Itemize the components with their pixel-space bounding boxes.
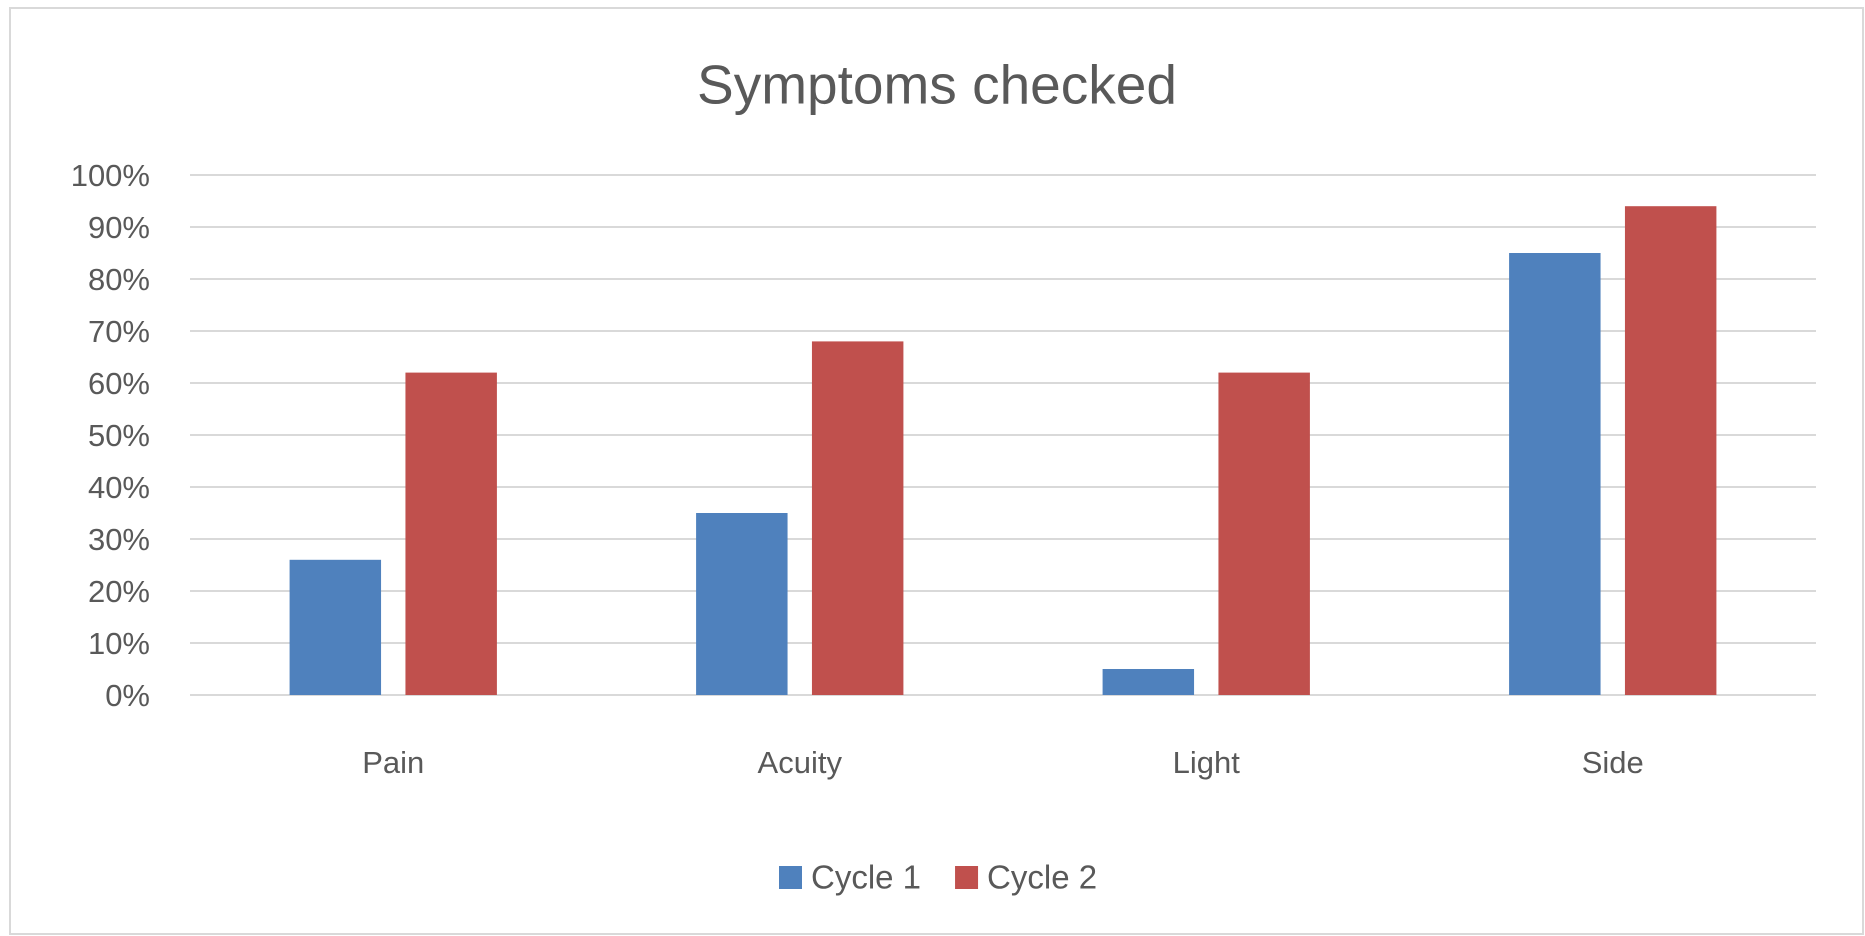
bar	[1624, 206, 1717, 695]
legend-label: Cycle 2	[987, 859, 1097, 896]
y-tick-label: 20%	[88, 574, 150, 609]
y-tick-label: 70%	[88, 314, 150, 349]
bar	[1509, 253, 1601, 695]
y-tick-label: 0%	[105, 678, 150, 713]
y-tick-label: 30%	[88, 522, 150, 557]
x-tick-label: Side	[1582, 745, 1644, 780]
y-tick-label: 60%	[88, 366, 150, 401]
y-tick-label: 90%	[88, 210, 150, 245]
y-tick-label: 50%	[88, 418, 150, 453]
x-tick-label: Light	[1173, 745, 1241, 780]
bar	[289, 559, 382, 695]
legend-swatch	[955, 866, 979, 889]
bar	[1102, 669, 1195, 695]
bar	[1218, 372, 1310, 695]
bar	[405, 372, 497, 695]
bar	[811, 341, 904, 695]
y-tick-label: 10%	[88, 626, 150, 661]
legend-swatch	[779, 866, 802, 889]
x-tick-label: Acuity	[758, 745, 843, 780]
chart-title: Symptoms checked	[697, 54, 1177, 116]
y-tick-label: 80%	[88, 262, 150, 297]
x-tick-label: Pain	[362, 745, 424, 780]
bar	[696, 513, 788, 695]
y-tick-label: 100%	[71, 158, 150, 193]
legend-label: Cycle 1	[811, 859, 921, 896]
y-tick-label: 40%	[88, 470, 150, 505]
